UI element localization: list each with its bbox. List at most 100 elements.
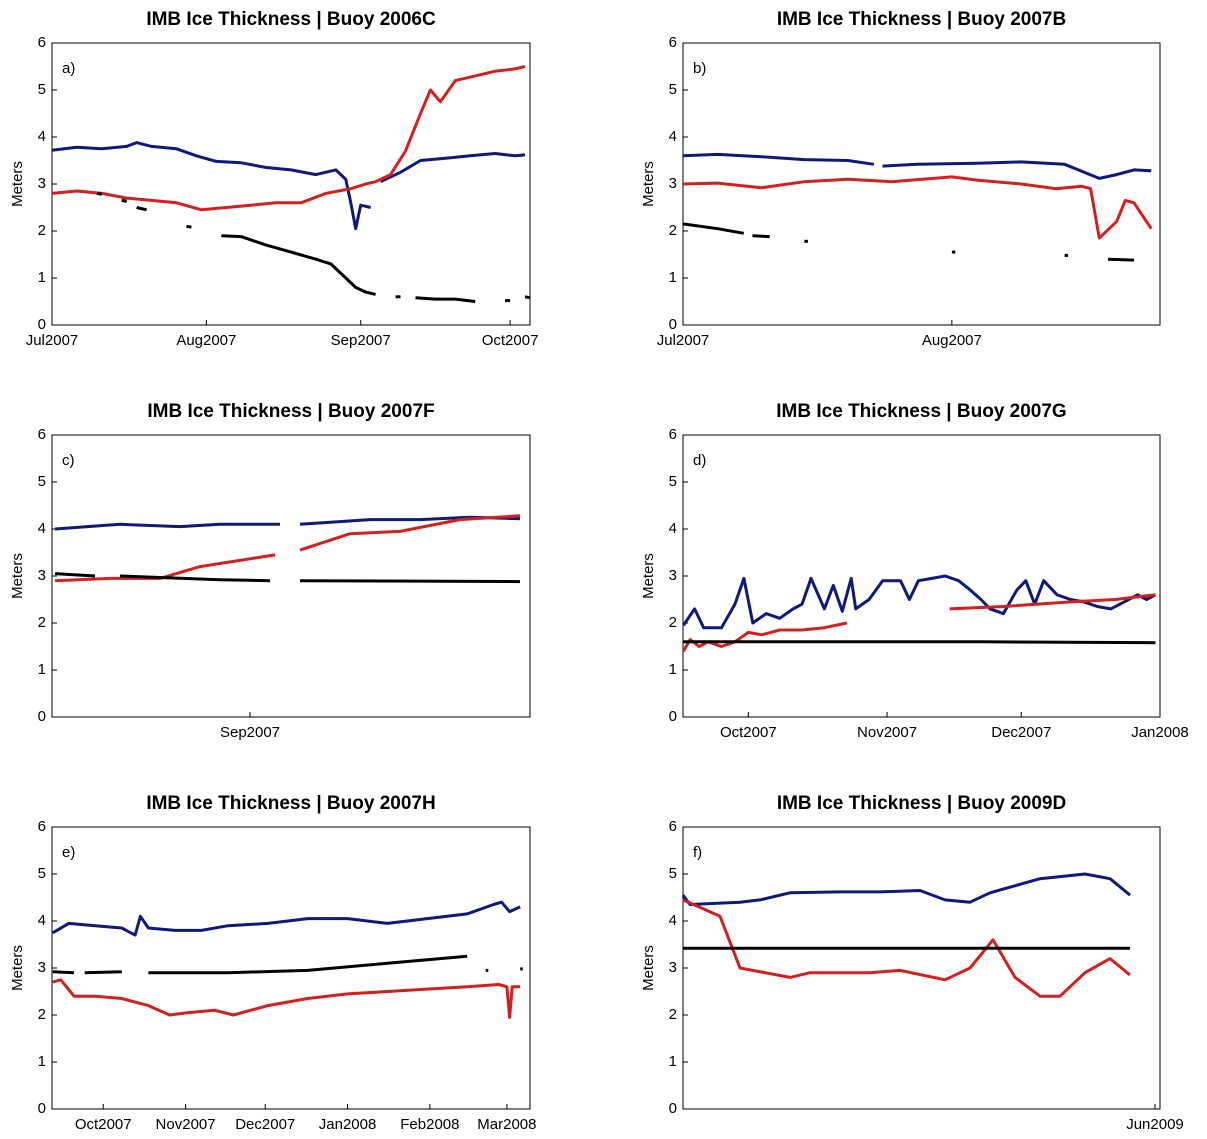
y-tick-label: 5 (669, 473, 677, 490)
y-tick-label: 6 (669, 818, 677, 835)
panel-label: b) (693, 60, 706, 77)
panel-label: e) (62, 844, 75, 861)
y-tick-label: 6 (38, 426, 46, 443)
data-line (682, 574, 1157, 630)
data-line (949, 593, 1156, 611)
data-line (51, 65, 526, 212)
y-axis-label: Meters (640, 945, 657, 991)
y-tick-label: 0 (669, 708, 677, 725)
y-tick-label: 4 (669, 912, 677, 929)
y-axis-label: Meters (9, 553, 26, 599)
y-tick-label: 3 (669, 959, 677, 976)
data-line (119, 574, 271, 583)
data-line (186, 224, 192, 229)
x-tick-label: Feb2008 (400, 1116, 459, 1133)
data-line (136, 206, 147, 212)
y-tick-label: 4 (38, 912, 46, 929)
y-tick-label: 3 (669, 175, 677, 192)
y-tick-label: 1 (38, 269, 46, 286)
y-axis-label: Meters (9, 161, 26, 207)
plot-frame (682, 434, 1161, 718)
y-tick-label: 0 (669, 316, 677, 333)
panel-label: c) (62, 452, 75, 469)
y-tick-label: 5 (669, 81, 677, 98)
x-tick-label: Nov2007 (857, 724, 917, 741)
data-line (682, 152, 875, 166)
data-line (1107, 257, 1135, 262)
chart-title: IMB Ice Thickness | Buoy 2007F (147, 401, 434, 422)
chart-title: IMB Ice Thickness | Buoy 2006C (146, 9, 436, 30)
plot-frame (51, 826, 531, 1110)
y-tick-label: 3 (38, 175, 46, 192)
x-tick-label: Jul2007 (657, 332, 710, 349)
y-tick-label: 6 (669, 34, 677, 51)
x-tick-label: Aug2007 (922, 332, 982, 349)
x-tick-label: Jan2008 (1131, 724, 1189, 741)
y-tick-label: 5 (669, 865, 677, 882)
data-line (379, 152, 526, 184)
y-tick-label: 0 (669, 1100, 677, 1117)
chart-title: IMB Ice Thickness | Buoy 2007G (776, 401, 1066, 422)
plot-frame (682, 42, 1161, 326)
y-tick-label: 3 (669, 567, 677, 584)
data-line (221, 234, 376, 296)
data-line (882, 160, 1152, 180)
y-tick-label: 6 (38, 818, 46, 835)
y-tick-label: 1 (669, 1053, 677, 1070)
chart-title: IMB Ice Thickness | Buoy 2007B (777, 9, 1066, 30)
y-tick-label: 2 (669, 614, 677, 631)
x-tick-label: Jan2008 (319, 1116, 377, 1133)
x-tick-label: Sep2007 (220, 724, 280, 741)
data-line (682, 621, 848, 652)
data-line (51, 141, 372, 231)
x-tick-label: Nov2007 (156, 1116, 216, 1133)
data-line (681, 872, 1131, 906)
y-tick-label: 5 (38, 81, 46, 98)
y-tick-label: 5 (38, 865, 46, 882)
data-line (524, 295, 531, 300)
chart-title: IMB Ice Thickness | Buoy 2007H (146, 793, 435, 814)
y-tick-label: 1 (669, 661, 677, 678)
plot-frame (51, 42, 531, 326)
y-tick-label: 4 (669, 520, 677, 537)
y-tick-label: 4 (38, 520, 46, 537)
data-line (682, 175, 1153, 240)
data-line (682, 898, 1131, 998)
data-line (299, 579, 521, 584)
y-tick-label: 3 (38, 959, 46, 976)
y-tick-label: 2 (38, 614, 46, 631)
x-tick-label: Oct2007 (720, 724, 777, 741)
y-tick-label: 1 (38, 661, 46, 678)
data-line (96, 191, 103, 196)
y-tick-label: 1 (669, 269, 677, 286)
x-tick-label: Dec2007 (991, 724, 1051, 741)
y-tick-label: 1 (38, 1053, 46, 1070)
panel-label: a) (62, 60, 75, 77)
data-line (683, 640, 1156, 645)
data-line (54, 572, 96, 578)
x-tick-label: Oct2007 (482, 332, 539, 349)
y-axis-label: Meters (9, 945, 26, 991)
data-line (121, 198, 127, 203)
data-line (84, 970, 122, 975)
data-line (52, 978, 521, 1019)
y-axis-label: Meters (640, 553, 657, 599)
y-tick-label: 2 (669, 1006, 677, 1023)
y-tick-label: 6 (669, 426, 677, 443)
y-tick-label: 5 (38, 473, 46, 490)
x-tick-label: Oct2007 (75, 1116, 132, 1133)
x-tick-label: Jun2009 (1126, 1116, 1184, 1133)
plot-frame (682, 826, 1161, 1110)
y-axis-label: Meters (640, 161, 657, 207)
data-line (52, 900, 521, 937)
data-line (299, 514, 521, 552)
x-tick-label: Mar2008 (477, 1116, 536, 1133)
data-line (415, 296, 476, 303)
x-tick-label: Aug2007 (176, 332, 236, 349)
panel-label: d) (693, 452, 706, 469)
y-tick-label: 2 (669, 222, 677, 239)
data-line (52, 970, 75, 975)
y-tick-label: 4 (669, 128, 677, 145)
